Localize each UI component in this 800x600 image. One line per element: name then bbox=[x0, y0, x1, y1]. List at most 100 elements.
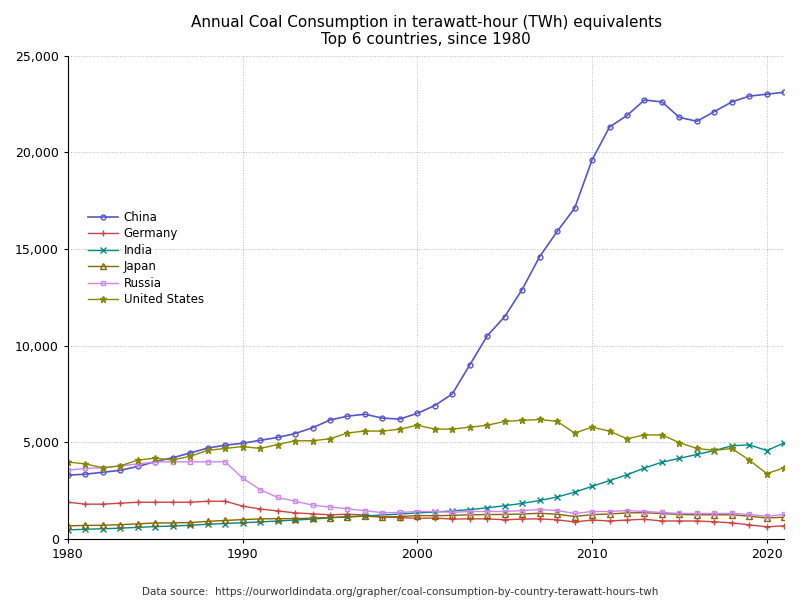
Japan bbox=[115, 521, 125, 528]
Japan bbox=[203, 518, 213, 525]
China bbox=[430, 402, 440, 409]
China bbox=[98, 469, 108, 476]
United States bbox=[360, 427, 370, 434]
United States bbox=[447, 425, 457, 433]
United States bbox=[605, 427, 614, 434]
United States bbox=[98, 464, 108, 472]
China bbox=[63, 472, 73, 479]
Japan bbox=[133, 520, 142, 527]
United States bbox=[622, 435, 632, 442]
India bbox=[63, 526, 73, 533]
United States bbox=[692, 445, 702, 452]
Japan bbox=[622, 509, 632, 517]
India bbox=[378, 511, 387, 518]
Russia bbox=[447, 509, 457, 516]
Russia bbox=[150, 458, 160, 466]
Germany bbox=[238, 502, 247, 509]
China bbox=[342, 413, 352, 420]
United States bbox=[727, 445, 737, 452]
United States bbox=[325, 435, 334, 442]
Russia bbox=[81, 465, 90, 472]
Germany bbox=[657, 517, 666, 524]
China bbox=[255, 437, 265, 444]
China bbox=[360, 410, 370, 418]
Russia bbox=[552, 507, 562, 514]
United States bbox=[150, 455, 160, 462]
Russia bbox=[308, 502, 318, 509]
China bbox=[220, 442, 230, 449]
Germany bbox=[168, 499, 178, 506]
India bbox=[657, 458, 666, 466]
United States bbox=[203, 447, 213, 454]
Russia bbox=[63, 467, 73, 474]
India bbox=[238, 519, 247, 526]
Germany bbox=[325, 511, 334, 518]
China bbox=[500, 313, 510, 320]
India bbox=[640, 464, 650, 472]
United States bbox=[133, 457, 142, 464]
United States bbox=[220, 445, 230, 452]
India bbox=[220, 520, 230, 527]
Russia bbox=[482, 508, 492, 515]
China bbox=[395, 415, 405, 422]
Germany bbox=[570, 518, 579, 526]
Russia bbox=[115, 462, 125, 469]
Japan bbox=[727, 511, 737, 518]
India bbox=[605, 477, 614, 484]
Germany bbox=[518, 515, 527, 523]
India bbox=[168, 523, 178, 530]
Russia bbox=[518, 507, 527, 514]
Germany bbox=[186, 499, 195, 506]
Japan bbox=[220, 517, 230, 524]
United States bbox=[482, 422, 492, 429]
Text: Data source:  https://ourworldindata.org/grapher/coal-consumption-by-country-ter: Data source: https://ourworldindata.org/… bbox=[142, 587, 658, 597]
India bbox=[255, 518, 265, 526]
Japan bbox=[63, 522, 73, 529]
Japan bbox=[552, 511, 562, 518]
Russia bbox=[500, 508, 510, 515]
Germany bbox=[255, 505, 265, 512]
India bbox=[325, 514, 334, 521]
India bbox=[430, 508, 440, 515]
India bbox=[290, 517, 300, 524]
Russia bbox=[290, 497, 300, 505]
Germany bbox=[413, 515, 422, 522]
Title: Annual Coal Consumption in terawatt-hour (TWh) equivalents
Top 6 countries, sinc: Annual Coal Consumption in terawatt-hour… bbox=[190, 15, 662, 47]
Germany bbox=[605, 517, 614, 524]
China bbox=[203, 445, 213, 452]
Japan bbox=[745, 512, 754, 520]
China bbox=[518, 286, 527, 293]
Russia bbox=[360, 507, 370, 514]
Russia bbox=[710, 510, 719, 517]
Russia bbox=[657, 509, 666, 516]
China bbox=[762, 91, 771, 98]
China bbox=[378, 415, 387, 422]
United States bbox=[308, 437, 318, 445]
India bbox=[186, 521, 195, 529]
United States bbox=[570, 430, 579, 437]
United States bbox=[465, 424, 474, 431]
India bbox=[745, 441, 754, 448]
China bbox=[290, 430, 300, 437]
Japan bbox=[255, 515, 265, 523]
United States bbox=[255, 445, 265, 452]
India bbox=[570, 488, 579, 496]
Japan bbox=[273, 515, 282, 522]
Japan bbox=[762, 514, 771, 521]
Line: India: India bbox=[65, 439, 788, 533]
United States bbox=[535, 416, 545, 423]
Russia bbox=[779, 511, 789, 518]
Germany bbox=[779, 522, 789, 529]
Japan bbox=[447, 512, 457, 519]
China bbox=[587, 157, 597, 164]
Russia bbox=[587, 508, 597, 515]
China bbox=[535, 253, 545, 260]
India bbox=[727, 442, 737, 449]
India bbox=[308, 515, 318, 523]
Germany bbox=[395, 514, 405, 521]
United States bbox=[413, 422, 422, 429]
China bbox=[115, 467, 125, 474]
Russia bbox=[535, 506, 545, 513]
United States bbox=[674, 439, 684, 446]
Germany bbox=[430, 514, 440, 521]
